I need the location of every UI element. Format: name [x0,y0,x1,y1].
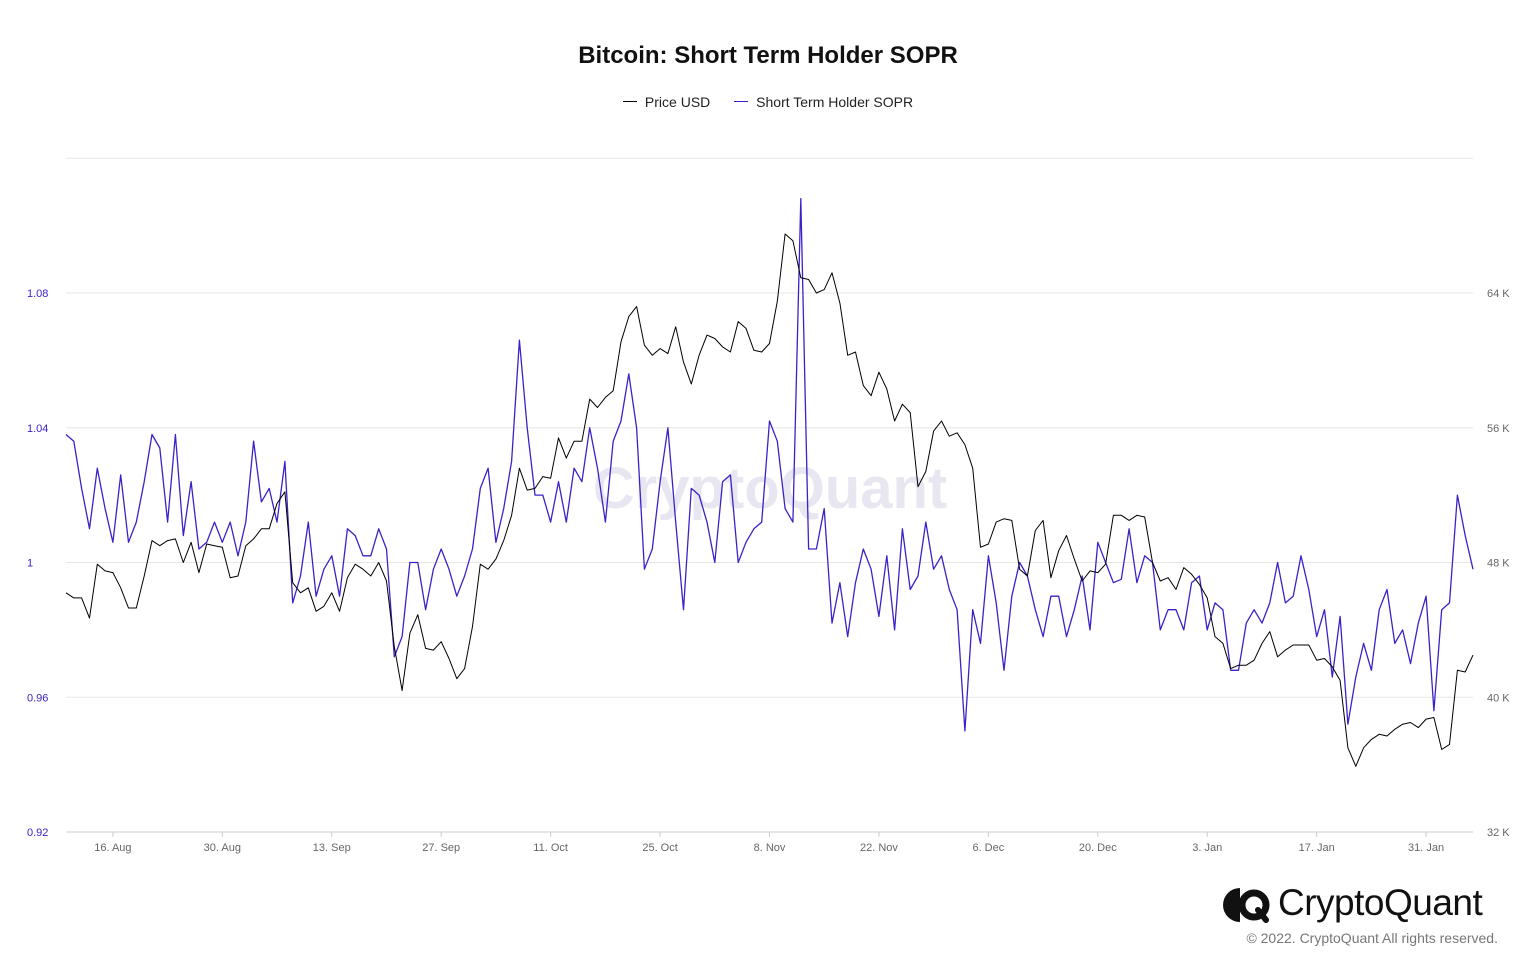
y-right-tick-label: 56 K [1487,423,1510,435]
y-right-tick-label: 40 K [1487,692,1510,704]
legend-swatch-sopr [734,100,749,102]
chart-plot: CryptoQuant 0.92 0.96 1 1.04 1.08 32 K 40 K 48… [27,157,1510,854]
y-left-tick-label: 1.08 [27,288,48,300]
x-tick-label: 22. Nov [860,842,898,854]
copyright-text: © 2022. CryptoQuant All rights reserved. [1246,930,1498,946]
x-tick-label: 3. Jan [1192,842,1222,854]
y-right-tick-label: 48 K [1487,558,1510,570]
brand-logo: CryptoQuant [1220,880,1500,930]
series-line-price-usd [65,233,1474,767]
x-tick-label: 17. Jan [1299,842,1335,854]
legend-item-price[interactable]: Price USD [622,94,711,110]
x-tick-label: 27. Sep [422,842,460,854]
y-left-tick-label: 1 [27,558,33,570]
x-tick-label: 8. Nov [754,842,786,854]
legend-swatch-price [622,100,637,102]
x-tick-label: 25. Oct [642,842,677,854]
chart-grid [66,157,1473,833]
x-axis: 16. Aug 30. Aug 13. Sep 27. Sep 11. Oct 25. O… [94,832,1444,854]
y-left-tick-label: 0.92 [27,827,48,839]
chart-lines [65,198,1474,767]
legend-label-sopr: Short Term Holder SOPR [756,94,914,110]
x-tick-label: 6. Dec [972,842,1004,854]
y-right-tick-label: 64 K [1487,288,1510,300]
cryptoquant-logo-icon [1223,888,1270,923]
chart-title: Bitcoin: Short Term Holder SOPR [578,42,958,69]
x-tick-label: 20. Dec [1079,842,1117,854]
y-right-tick-label: 32 K [1487,827,1510,839]
y-axis-right: 32 K 40 K 48 K 56 K 64 K [1487,288,1510,839]
brand-name: CryptoQuant [1278,882,1483,923]
x-tick-label: 13. Sep [313,842,351,854]
series-line-sth-sopr [65,198,1474,732]
chart-legend: Price USD Short Term Holder SOPR [0,94,1536,110]
x-tick-label: 30. Aug [204,842,241,854]
x-tick-label: 16. Aug [94,842,131,854]
chart-watermark: CryptoQuant [593,456,947,521]
legend-item-sopr[interactable]: Short Term Holder SOPR [734,94,913,110]
y-left-tick-label: 0.96 [27,692,48,704]
x-tick-label: 31. Jan [1408,842,1444,854]
legend-label-price: Price USD [644,94,711,110]
x-tick-label: 11. Oct [533,842,568,854]
y-left-tick-label: 1.04 [27,423,48,435]
y-axis-left: 0.92 0.96 1 1.04 1.08 [27,288,48,839]
